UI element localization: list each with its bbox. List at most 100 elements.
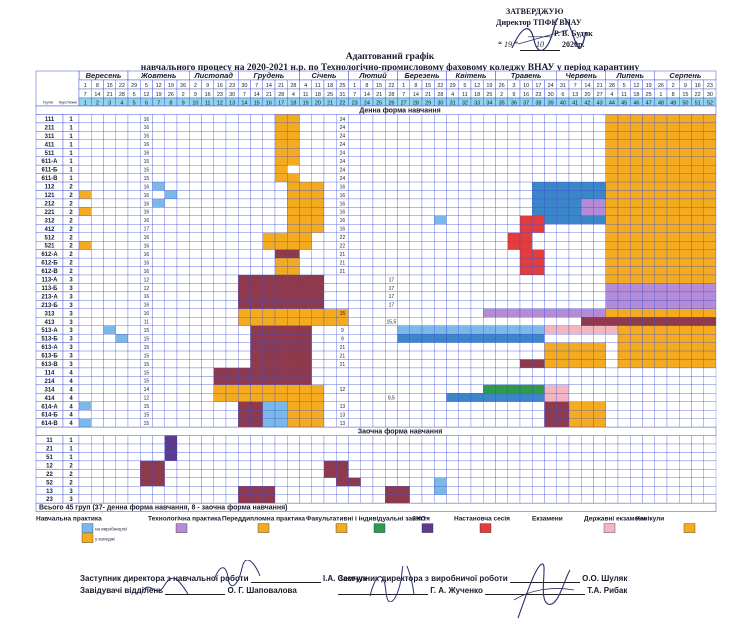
schedule-cell bbox=[360, 300, 374, 309]
schedule-cell bbox=[556, 156, 570, 166]
schedule-cell bbox=[421, 266, 435, 276]
schedule-cell bbox=[458, 131, 472, 140]
schedule-cell bbox=[507, 477, 521, 487]
schedule-cell bbox=[201, 114, 214, 124]
schedule-cell bbox=[299, 469, 312, 478]
schedule-cell bbox=[225, 173, 239, 183]
schedule-cell bbox=[421, 164, 435, 174]
schedule-cell bbox=[323, 215, 337, 225]
schedule-cell bbox=[213, 308, 227, 318]
schedule-cell bbox=[605, 139, 619, 149]
weeks-count-label: 16 bbox=[144, 311, 150, 317]
schedule-cell bbox=[372, 249, 386, 259]
schedule-cell bbox=[189, 283, 202, 293]
schedule-cell bbox=[152, 317, 165, 326]
schedule-cell bbox=[519, 148, 533, 157]
schedule-cell bbox=[299, 131, 312, 140]
schedule-cell bbox=[421, 435, 435, 445]
schedule-cell bbox=[446, 249, 459, 259]
legend-swatch bbox=[81, 533, 94, 543]
schedule-cell bbox=[323, 122, 337, 132]
schedule-cell bbox=[642, 486, 655, 495]
schedule-cell bbox=[654, 460, 668, 470]
schedule-cell bbox=[238, 215, 251, 225]
schedule-cell bbox=[274, 207, 288, 216]
schedule-cell bbox=[581, 443, 594, 453]
schedule-cell bbox=[519, 477, 533, 487]
schedule-cell bbox=[287, 300, 300, 309]
schedule-cell bbox=[691, 156, 704, 166]
schedule-cell bbox=[213, 460, 227, 470]
schedule-cell bbox=[397, 486, 410, 495]
schedule-cell bbox=[556, 173, 570, 183]
group-label: 511 bbox=[45, 151, 55, 157]
schedule-cell bbox=[176, 367, 190, 377]
week-end-label: 12 bbox=[143, 92, 149, 98]
schedule-cell bbox=[483, 460, 496, 470]
schedule-cell bbox=[544, 460, 557, 470]
schedule-cell bbox=[605, 266, 619, 276]
week-end-label: 22 bbox=[695, 92, 701, 98]
schedule-cell bbox=[642, 190, 655, 200]
schedule-cell bbox=[630, 443, 643, 453]
schedule-cell bbox=[238, 384, 251, 394]
schedule-cell bbox=[127, 232, 141, 242]
schedule-cell bbox=[385, 443, 398, 453]
schedule-cell bbox=[470, 469, 484, 478]
schedule-cell bbox=[470, 494, 484, 504]
weeks-count-label: 12 bbox=[144, 396, 150, 402]
schedule-cell bbox=[495, 249, 508, 259]
schedule-cell bbox=[262, 350, 276, 360]
weeks-count-label: 15 bbox=[144, 328, 150, 334]
schedule-cell bbox=[470, 308, 484, 318]
schedule-cell bbox=[323, 139, 337, 149]
schedule-cell bbox=[311, 452, 325, 462]
schedule-cell bbox=[360, 241, 374, 250]
schedule-cell bbox=[189, 401, 202, 411]
schedule-cell bbox=[654, 131, 668, 140]
legend-swatch bbox=[421, 523, 434, 533]
schedule-cell bbox=[262, 452, 276, 462]
schedule-cell bbox=[617, 494, 631, 504]
schedule-cell bbox=[397, 401, 410, 411]
schedule-cell bbox=[507, 359, 521, 369]
schedule-cell bbox=[262, 131, 276, 140]
schedule-cell bbox=[519, 393, 533, 402]
schedule-cell bbox=[91, 477, 104, 487]
schedule-cell bbox=[238, 317, 251, 326]
schedule-cell bbox=[544, 325, 557, 335]
course-label: 3 bbox=[69, 337, 73, 343]
schedule-cell bbox=[617, 131, 631, 140]
schedule-cell bbox=[176, 156, 190, 166]
schedule-cell bbox=[666, 435, 680, 445]
schedule-cell bbox=[458, 393, 472, 402]
week-end-label: 30 bbox=[229, 92, 235, 98]
schedule-cell bbox=[238, 249, 251, 259]
schedule-cell bbox=[470, 198, 484, 208]
week-number-label: 45 bbox=[621, 101, 627, 107]
schedule-cell bbox=[581, 164, 594, 174]
schedule-cell bbox=[152, 148, 165, 157]
week-number-label: 42 bbox=[584, 101, 590, 107]
legend-swatch bbox=[175, 523, 188, 533]
schedule-cell bbox=[213, 241, 227, 250]
schedule-cell bbox=[360, 350, 374, 360]
schedule-cell bbox=[115, 376, 129, 385]
weeks-count-label: 16 bbox=[144, 210, 150, 216]
weeks-count-label: 24 bbox=[340, 167, 346, 173]
schedule-cell bbox=[201, 232, 214, 242]
schedule-cell bbox=[238, 410, 251, 419]
schedule-cell bbox=[225, 122, 239, 132]
footer-deputy-production: Заступник директора з виробничої роботи … bbox=[338, 574, 628, 583]
schedule-cell bbox=[213, 207, 227, 216]
schedule-cell bbox=[152, 249, 165, 259]
schedule-cell bbox=[311, 435, 325, 445]
schedule-cell bbox=[654, 384, 668, 394]
schedule-cell bbox=[483, 198, 496, 208]
schedule-cell bbox=[532, 148, 545, 157]
schedule-cell bbox=[274, 308, 288, 318]
schedule-cell bbox=[91, 156, 104, 166]
week-number-label: 8 bbox=[169, 101, 172, 107]
schedule-cell bbox=[556, 393, 570, 402]
schedule-cell bbox=[446, 452, 459, 462]
